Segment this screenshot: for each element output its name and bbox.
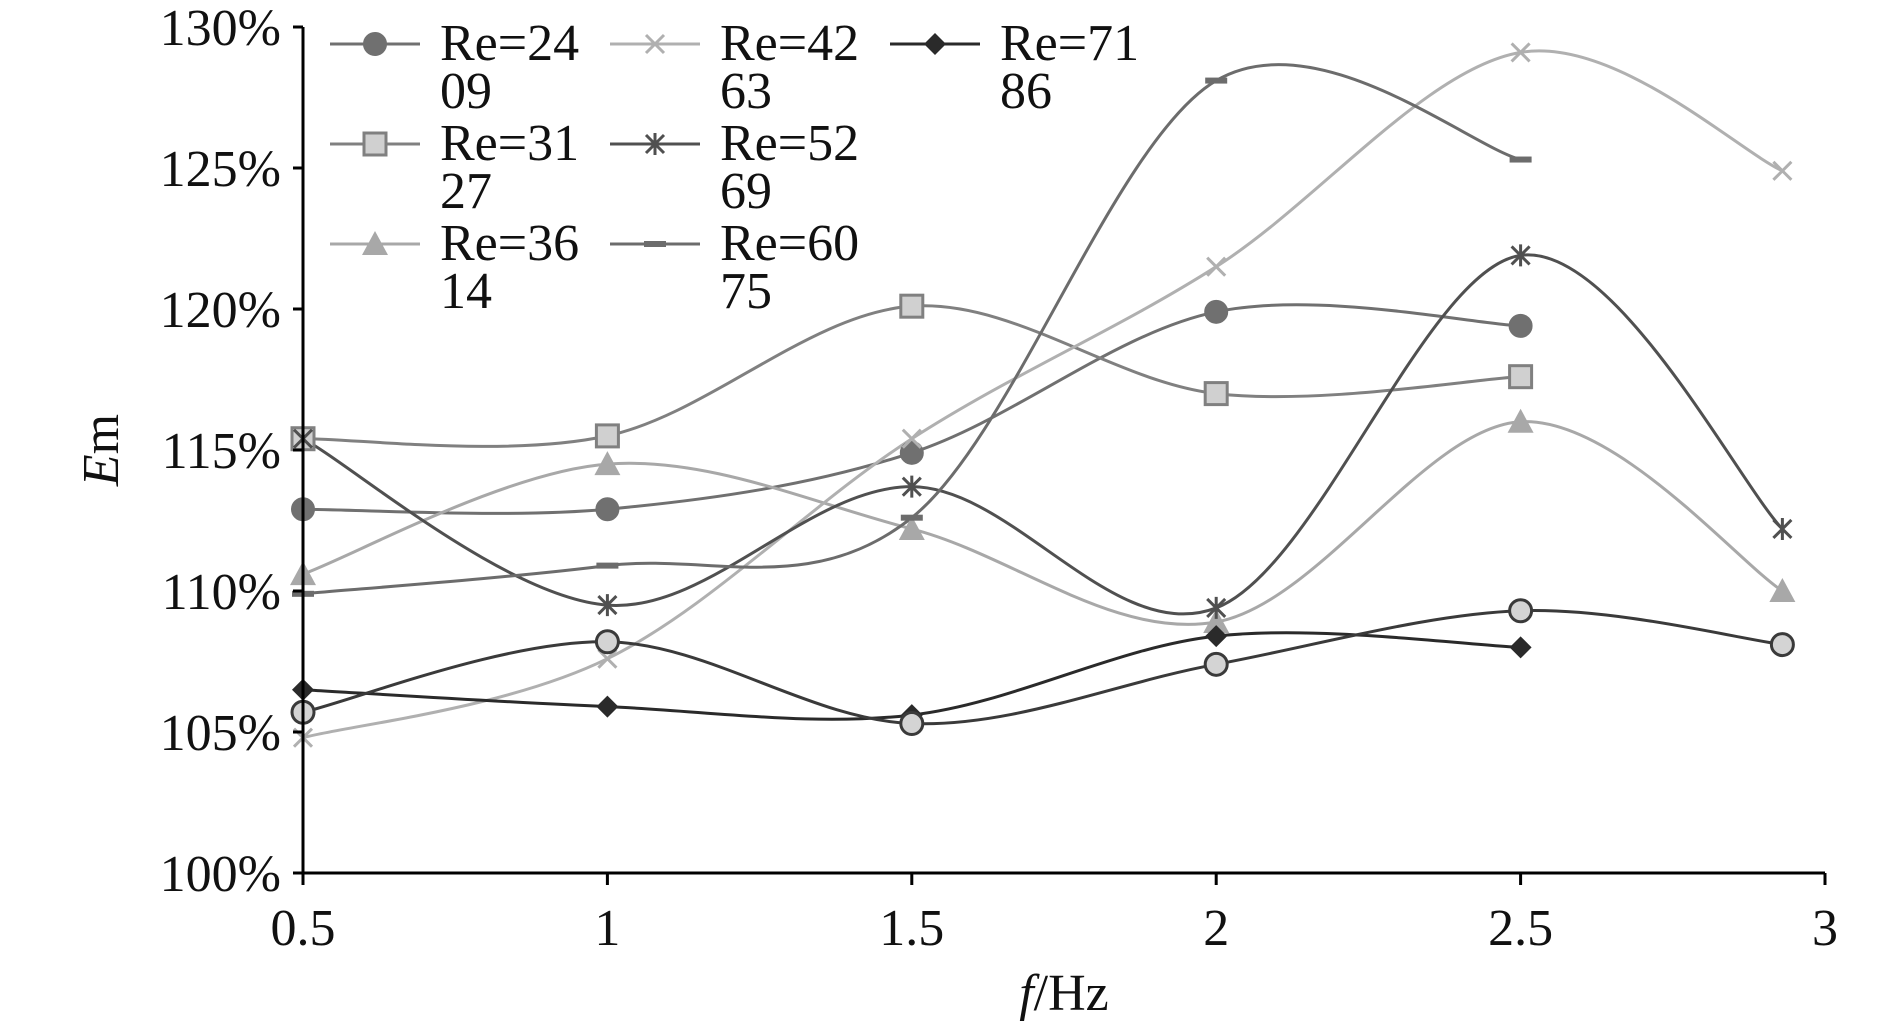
x-tick-label: 0.5 — [271, 900, 336, 957]
data-point — [595, 497, 620, 522]
data-point — [1203, 609, 1230, 634]
y-tick-label: 115% — [162, 423, 281, 480]
legend-label: Re=60 — [720, 215, 859, 272]
legend-label-line2: 86 — [1000, 63, 1052, 120]
y-tick-label: 125% — [160, 141, 281, 198]
x-tick-label: 2.5 — [1488, 900, 1553, 957]
legend-label-line2: 14 — [440, 263, 492, 320]
legend-label: Re=36 — [440, 215, 579, 272]
data-point — [901, 475, 922, 498]
x-tick-label: 1 — [594, 900, 620, 957]
series-layer — [290, 42, 1796, 748]
y-axis-title: Em — [73, 414, 130, 487]
series-line — [302, 420, 1784, 626]
series-line — [302, 609, 1783, 726]
data-point — [1205, 77, 1228, 84]
data-point — [1769, 578, 1796, 602]
x-tick-label: 2 — [1203, 900, 1229, 957]
data-point — [1206, 256, 1227, 277]
y-tick-label: 130% — [160, 0, 281, 57]
data-point — [1509, 156, 1532, 163]
data-point — [1508, 313, 1533, 338]
legend-label-line2: 75 — [720, 263, 772, 320]
data-point — [1508, 364, 1534, 390]
data-point — [901, 428, 922, 449]
y-tick-label: 100% — [160, 846, 281, 903]
data-point — [594, 451, 621, 476]
series-line — [302, 304, 1521, 448]
data-point — [596, 562, 619, 569]
legend-label-line2: 27 — [440, 163, 492, 220]
series-line — [302, 49, 1783, 740]
series-line — [302, 63, 1521, 596]
series-line — [302, 253, 1784, 616]
data-point — [899, 293, 925, 319]
data-point — [1203, 651, 1229, 677]
data-point — [1204, 299, 1229, 324]
legend-marker — [644, 33, 666, 55]
legend-marker — [362, 231, 388, 255]
legend-marker — [924, 33, 946, 55]
legend-marker — [644, 241, 666, 247]
data-point — [1206, 596, 1227, 619]
legend-label-line2: 63 — [720, 63, 772, 120]
ticks-layer: 100% 105% 110% 115% 120% 125% 130% 0.5 1 1.5 2 2.5 3 — [160, 0, 1838, 957]
data-point — [1205, 625, 1228, 648]
legend-label: Re=71 — [1000, 15, 1139, 72]
data-point — [1203, 381, 1229, 407]
data-point — [594, 423, 620, 449]
data-point — [898, 515, 925, 540]
data-point — [1510, 244, 1531, 267]
legend-label: Re=24 — [440, 15, 579, 72]
data-point — [899, 440, 924, 465]
x-axis-title: f/Hz — [1019, 965, 1109, 1022]
legend-marker — [363, 32, 387, 56]
x-tick-label: 1.5 — [879, 900, 944, 957]
y-tick-label: 120% — [160, 282, 281, 339]
x-tick-label: 3 — [1812, 900, 1838, 957]
legend-label-line2: 69 — [720, 163, 772, 220]
data-point — [597, 594, 618, 617]
legend-label: Re=42 — [720, 15, 859, 72]
data-point — [1769, 632, 1795, 658]
data-point — [1509, 636, 1532, 659]
data-point — [594, 629, 620, 655]
legend-marker — [644, 133, 666, 155]
legend-label-line2: 09 — [440, 63, 492, 120]
legend-label: Re=31 — [440, 115, 579, 172]
y-tick-label: 110% — [162, 564, 281, 621]
y-tick-label: 105% — [160, 705, 281, 762]
data-point — [900, 514, 923, 521]
data-point — [1772, 160, 1793, 181]
data-point — [1507, 408, 1534, 433]
data-point — [1510, 42, 1531, 63]
data-point — [596, 695, 619, 718]
data-point — [899, 711, 925, 737]
data-point — [1772, 517, 1793, 540]
data-point — [1508, 598, 1534, 624]
legend-label: Re=52 — [720, 115, 859, 172]
legend-marker — [362, 131, 388, 157]
